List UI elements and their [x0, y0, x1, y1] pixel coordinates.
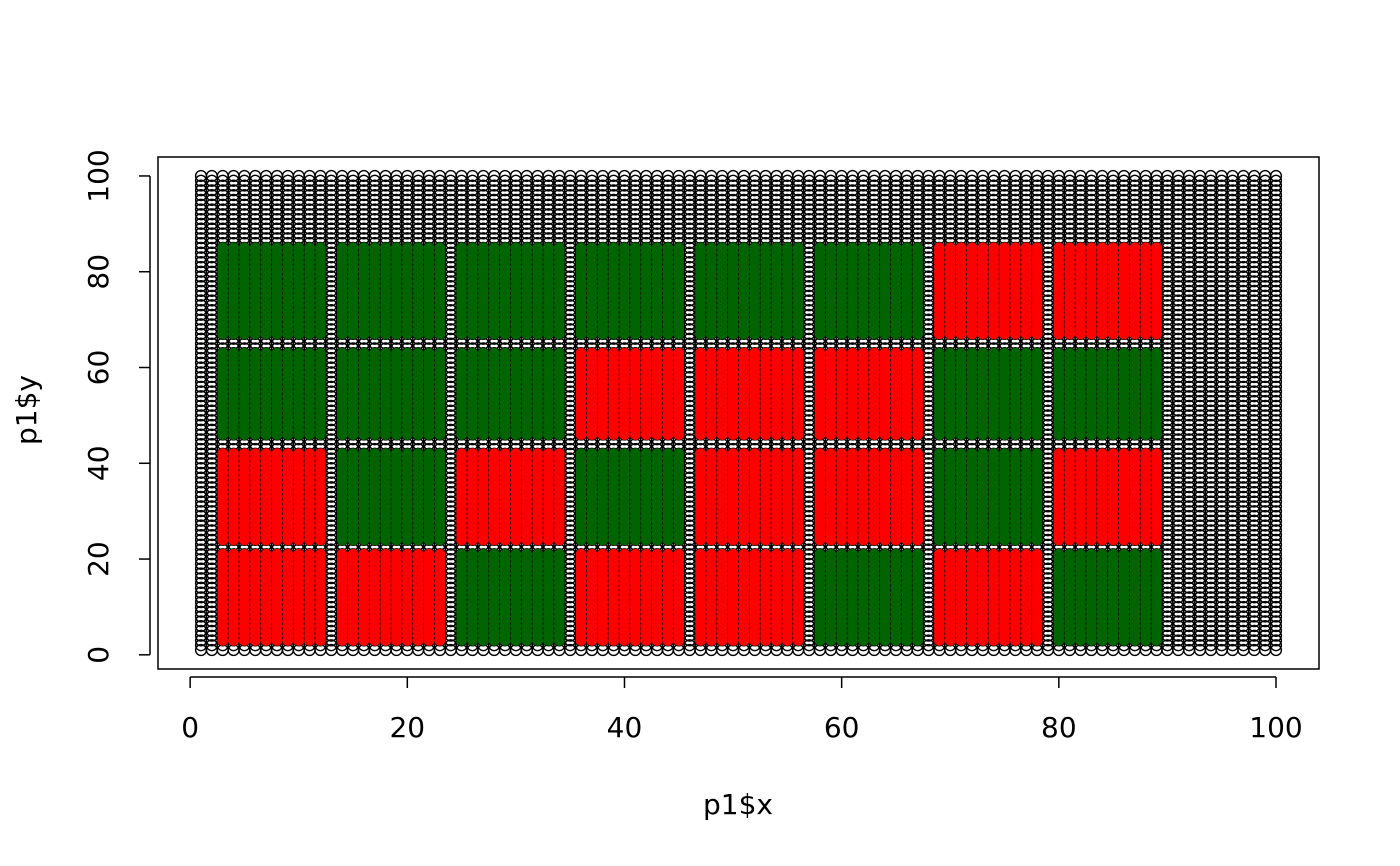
y-axis-label: p1$y [10, 375, 43, 445]
x-axis-label: p1$x [703, 788, 773, 821]
grid-points [194, 169, 1283, 657]
